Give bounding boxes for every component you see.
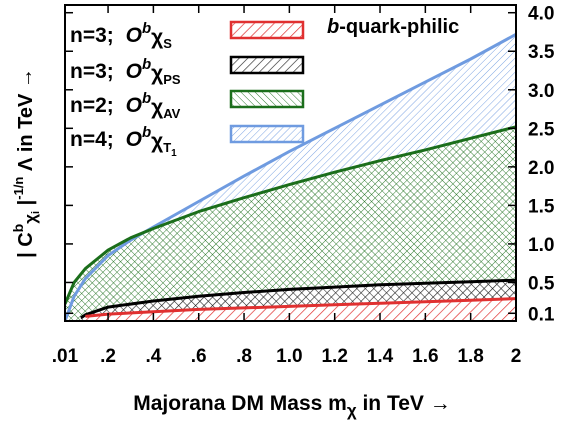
series-line-ps — [80, 278, 516, 320]
legend-av-sup: b — [142, 90, 151, 107]
y-tick-label: 4.0 — [528, 4, 554, 25]
annotation-suffix: -quark-philic — [339, 16, 459, 38]
legend: n=3; ObχS n=3; ObχPS n=2; ObχAV n=4; Obχ… — [70, 20, 305, 159]
legend-ps-swatch — [229, 55, 305, 75]
x-tick-label: 1.2 — [321, 346, 347, 367]
series-line-t1 — [65, 32, 516, 321]
legend-t1-n: n=4; — [70, 128, 114, 151]
series-line-av — [65, 125, 516, 305]
y-tick-label: 0.5 — [528, 273, 555, 294]
legend-s-chi: χ — [151, 26, 163, 49]
svg-text:n=2; ObχAV: n=2; ObχAV — [70, 90, 181, 121]
legend-av-chi: χ — [151, 96, 163, 119]
x-tick-label: .6 — [191, 346, 207, 367]
x-tick-label: .01 — [52, 346, 79, 367]
legend-s-n: n=3; — [70, 24, 114, 47]
svg-text:n=4; ObχT1: n=4; ObχT1 — [70, 124, 177, 159]
legend-ps-chi: χ — [151, 62, 163, 85]
y-tick-label: 3.5 — [528, 42, 555, 63]
legend-av-swatch — [229, 89, 305, 109]
y-tick-label: 0.1 — [528, 304, 555, 325]
x-tick-label: 1.6 — [412, 346, 438, 367]
legend-ps-n: n=3; — [70, 60, 114, 83]
legend-s-sub: S — [163, 36, 172, 51]
legend-t1-subsub: 1 — [171, 148, 177, 159]
legend-t1-sub: T — [163, 140, 171, 155]
y-tick-label: 2.0 — [528, 158, 554, 179]
legend-ps-op: O — [126, 60, 142, 83]
y-tick-label: 1.5 — [528, 196, 555, 217]
x-tick-label: .4 — [145, 346, 161, 367]
x-tick-label: 1.8 — [457, 346, 483, 367]
legend-s-sup: b — [142, 20, 151, 37]
legend-av-sub: AV — [163, 106, 180, 121]
series-lines — [65, 32, 516, 321]
x-tick-label: .2 — [100, 346, 116, 367]
x-tick-label: 2 — [511, 346, 522, 367]
svg-text:n=3; ObχS: n=3; ObχS — [70, 20, 172, 51]
legend-item-av: n=2; ObχAV — [70, 89, 305, 121]
chart-annotation: b-quark-philic — [327, 16, 459, 38]
legend-item-ps: n=3; ObχPS — [70, 55, 305, 87]
legend-ps-sup: b — [142, 56, 151, 73]
x-tick-label: 1.4 — [367, 346, 394, 367]
legend-item-s: n=3; ObχS — [70, 20, 305, 51]
y-tick-label: 1.0 — [528, 235, 554, 256]
y-axis: 0.1 0.5 1.0 1.5 2.0 2.5 3.0 3.5 4.0 — [65, 4, 555, 325]
x-axis: .01 .2 .4 .6 .8 1.0 1.2 1.4 1.6 1.8 2 — [52, 5, 522, 367]
annotation-prefix: b — [327, 16, 339, 38]
legend-s-swatch — [229, 20, 305, 40]
area-s — [85, 298, 516, 321]
plot-frame — [64, 4, 517, 322]
svg-text:n=3; ObχPS: n=3; ObχPS — [70, 56, 181, 87]
legend-av-op: O — [126, 94, 142, 117]
y-tick-label: 3.0 — [528, 81, 554, 102]
legend-t1-op: O — [126, 128, 142, 151]
legend-av-n: n=2; — [70, 94, 114, 117]
y-tick-label: 2.5 — [528, 119, 555, 140]
x-tick-label: .8 — [236, 346, 252, 367]
series-line-s — [85, 297, 516, 318]
legend-s-op: O — [126, 24, 142, 47]
legend-t1-swatch — [229, 124, 305, 144]
legend-t1-sup: b — [142, 124, 151, 141]
x-axis-title: Majorana DM Mass mχ in TeV → — [133, 392, 450, 420]
legend-item-t1: n=4; ObχT1 — [70, 124, 305, 159]
legend-ps-sub: PS — [163, 72, 181, 87]
y-axis-title: | Cbχi |-1/n Λ in TeV → — [10, 68, 42, 258]
legend-t1-chi: χ — [151, 130, 163, 153]
area-av-cross — [65, 126, 516, 321]
x-tick-label: 1.0 — [276, 346, 302, 367]
